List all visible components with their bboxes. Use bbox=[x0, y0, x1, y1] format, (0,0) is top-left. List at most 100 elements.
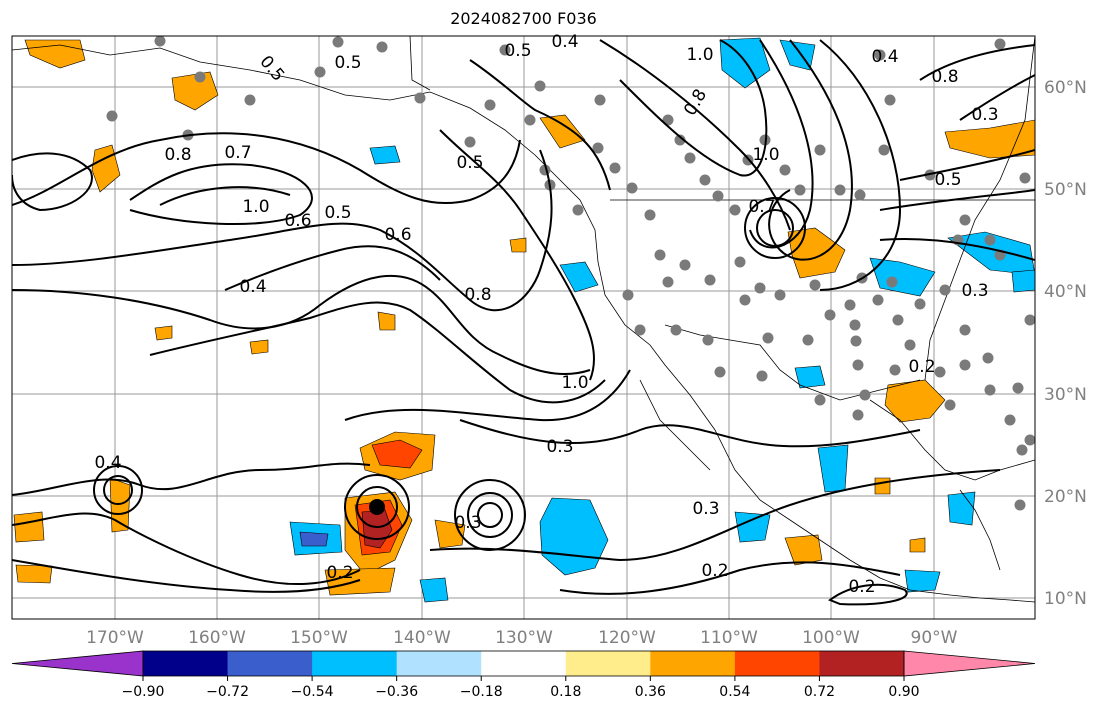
lon-label: 150°W bbox=[290, 628, 348, 648]
contour-label: 1.0 bbox=[561, 373, 588, 393]
colorbar-extend-high bbox=[903, 650, 1036, 677]
lon-label: 170°W bbox=[86, 628, 144, 648]
lat-label: 60°N bbox=[1044, 78, 1087, 98]
blob-orange bbox=[784, 534, 823, 566]
lat-label: 40°N bbox=[1044, 282, 1087, 302]
blob-blue bbox=[947, 491, 976, 526]
blob-red bbox=[371, 439, 423, 469]
lon-label: 100°W bbox=[802, 628, 860, 648]
contour-label: 0.2 bbox=[701, 561, 728, 581]
blob-orange bbox=[13, 511, 45, 543]
blob-blue bbox=[904, 569, 941, 593]
contour-label: 0.3 bbox=[546, 437, 573, 457]
contour-label: 0.6 bbox=[384, 225, 411, 245]
colorbar-tick-label: 0.54 bbox=[719, 684, 750, 700]
contour-label: 0.2 bbox=[908, 357, 935, 377]
blob-darkblue bbox=[299, 531, 329, 547]
blob-orange bbox=[509, 237, 527, 253]
contour-label: 0.5 bbox=[504, 41, 531, 61]
contour-label: 0.7 bbox=[748, 197, 775, 217]
colorbar-swatch bbox=[481, 651, 567, 676]
colorbar-swatch bbox=[565, 651, 651, 676]
colorbar-tick-label: −0.90 bbox=[122, 684, 165, 700]
blob-orange bbox=[91, 144, 121, 193]
blob-blue bbox=[559, 261, 599, 293]
contour-label: 0.5 bbox=[934, 170, 961, 190]
colorbar: −0.90 −0.72 −0.54 −0.36 −0.18 0.18 0.36 0.54 0.7… bbox=[11, 650, 1036, 700]
blob-orange bbox=[377, 311, 396, 331]
blob-blue bbox=[719, 37, 771, 89]
colorbar-tick-label: 0.36 bbox=[635, 684, 666, 700]
lon-label: 130°W bbox=[495, 628, 553, 648]
contour-lines bbox=[12, 39, 1035, 606]
blob-blue bbox=[734, 511, 771, 543]
colorbar-swatch bbox=[143, 651, 229, 676]
map-title: 2024082700 F036 bbox=[450, 9, 597, 28]
colorbar-tick-label: −0.36 bbox=[375, 684, 418, 700]
blob-orange bbox=[909, 537, 926, 553]
latitude-labels: 60°N 50°N 40°N 30°N 20°N 10°N bbox=[1044, 78, 1087, 609]
lat-label: 50°N bbox=[1044, 180, 1087, 200]
colorbar-extend-low bbox=[11, 650, 144, 677]
contour-label: 0.4 bbox=[94, 453, 121, 473]
colorbar-tick-label: 0.18 bbox=[550, 684, 581, 700]
colorbar-swatch bbox=[650, 651, 736, 676]
storm-center-marker bbox=[369, 499, 385, 515]
contour-label: 1.0 bbox=[242, 197, 269, 217]
contour-label: 0.3 bbox=[454, 513, 481, 533]
blob-orange bbox=[539, 114, 586, 149]
colorbar-swatch bbox=[227, 651, 313, 676]
contour-label: 0.5 bbox=[456, 153, 483, 173]
lon-label: 160°W bbox=[188, 628, 246, 648]
contour-label: 0.3 bbox=[961, 281, 988, 301]
blob-orange bbox=[944, 119, 1035, 159]
lon-label: 110°W bbox=[700, 628, 758, 648]
contour-label: 0.8 bbox=[464, 285, 491, 305]
contour-label: 0.2 bbox=[848, 577, 875, 597]
colorbar-swatch bbox=[819, 651, 905, 676]
blob-orange bbox=[154, 325, 173, 341]
blob-blue bbox=[1011, 269, 1035, 293]
colorbar-tick-label: −0.54 bbox=[291, 684, 334, 700]
lon-label: 140°W bbox=[393, 628, 451, 648]
blob-orange bbox=[15, 564, 53, 584]
station-dots bbox=[106, 36, 1035, 511]
blob-orange bbox=[249, 339, 269, 355]
contour-label: 0.8 bbox=[164, 145, 191, 165]
contour-label: 0.5 bbox=[334, 53, 361, 73]
contour-label: 0.4 bbox=[551, 32, 578, 52]
shaded-field bbox=[13, 37, 1035, 603]
contour-label: 0.4 bbox=[871, 47, 898, 67]
contour-label: 0.7 bbox=[224, 143, 251, 163]
blob-orange bbox=[324, 567, 396, 596]
colorbar-frame bbox=[142, 650, 905, 677]
blob-blue bbox=[419, 577, 449, 603]
blob-blue bbox=[794, 365, 826, 389]
contour-label: 1.0 bbox=[686, 45, 713, 65]
colorbar-swatch bbox=[312, 651, 398, 676]
colorbar-tick-label: 0.90 bbox=[888, 684, 919, 700]
contour-labels: 0.5 0.4 0.5 1.0 0.8 0.7 0.8 1.0 0.6 0.5 … bbox=[94, 32, 998, 597]
colorbar-tick-label: −0.18 bbox=[460, 684, 503, 700]
blob-blue bbox=[369, 145, 401, 165]
contour-label: 0.4 bbox=[239, 277, 266, 297]
contour-label: 0.3 bbox=[971, 105, 998, 125]
lat-label: 20°N bbox=[1044, 487, 1087, 507]
lon-label: 120°W bbox=[598, 628, 656, 648]
blob-orange bbox=[874, 477, 891, 495]
contour-label: 0.3 bbox=[692, 499, 719, 519]
colorbar-tick-label: −0.72 bbox=[206, 684, 249, 700]
blob-blue bbox=[539, 497, 609, 576]
longitude-labels: 170°W 160°W 150°W 140°W 130°W 120°W 110°… bbox=[86, 628, 958, 648]
contour-label: 0.8 bbox=[931, 67, 958, 87]
lat-label: 30°N bbox=[1044, 385, 1087, 405]
contour-label: 0.6 bbox=[284, 211, 311, 231]
map-frame bbox=[11, 35, 1036, 620]
colorbar-swatch bbox=[396, 651, 482, 676]
contour-label: 0.5 bbox=[324, 203, 351, 223]
lat-label: 10°N bbox=[1044, 589, 1087, 609]
contour-label: 0.2 bbox=[326, 563, 353, 583]
colorbar-tick-label: 0.72 bbox=[804, 684, 835, 700]
contour-label: 1.0 bbox=[752, 145, 779, 165]
